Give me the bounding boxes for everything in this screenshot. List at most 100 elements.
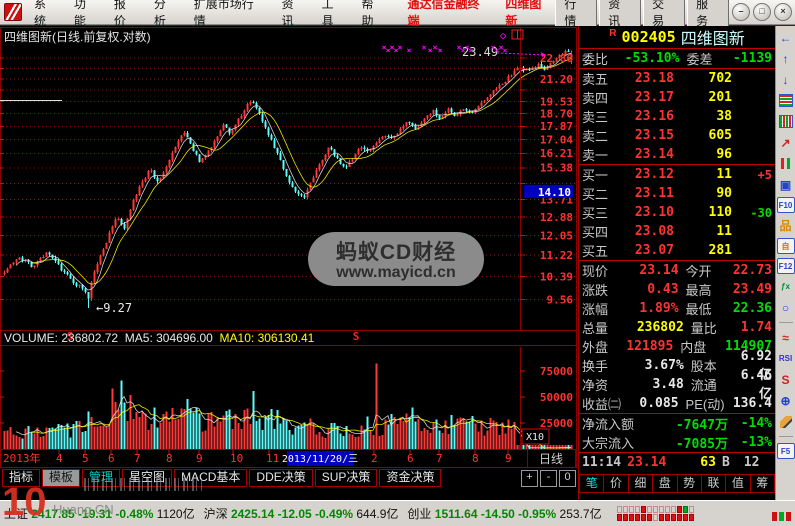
volume-label: VOLUME: (4, 331, 59, 345)
panel-tab-筹[interactable]: 筹 (750, 474, 775, 493)
mode-button-交易[interactable]: 交易 (643, 0, 686, 31)
menu-报价[interactable]: 报价 (113, 0, 126, 28)
pencil-icon[interactable] (777, 413, 794, 430)
move-cross-icon[interactable]: ⊕ (780, 393, 791, 408)
bottom-tab-模板[interactable]: 模板 (42, 469, 81, 487)
svg-text:S: S (353, 330, 360, 343)
info-label: 量比 (690, 321, 717, 336)
zoom-control-+[interactable]: + (521, 469, 538, 487)
level-volume: 702 (708, 71, 732, 86)
f5-icon[interactable]: F5 (776, 443, 795, 459)
info-row: 收益㈡ 0.085 PE(动) 136.4 (579, 394, 775, 413)
menu-帮助[interactable]: 帮助 (361, 0, 374, 28)
svg-text:×: × (469, 46, 474, 55)
bottom-tab-DDE决策[interactable]: DDE决策 (249, 469, 313, 487)
level-label: 买三 (582, 206, 609, 221)
svg-text:×: × (491, 43, 496, 52)
svg-text:4: 4 (56, 452, 63, 465)
report-list-icon[interactable] (777, 92, 794, 109)
mode-button-服务[interactable]: 服务 (687, 0, 730, 31)
divider (579, 260, 775, 261)
quote-row[interactable]: 卖四 23.17 201 (579, 88, 775, 107)
down-arrow-icon[interactable]: ↓ (782, 72, 789, 87)
quote-row[interactable]: 买三 23.10 110 -30 (579, 203, 775, 222)
panel-tab-价[interactable]: 价 (604, 474, 629, 493)
menu-分析[interactable]: 分析 (153, 0, 166, 28)
self-stock-icon[interactable]: 自 (776, 238, 795, 254)
quote-row[interactable]: 卖五 23.18 702 (579, 69, 775, 88)
svg-text:23.49: 23.49 (462, 45, 498, 59)
zoom-control--[interactable]: - (540, 469, 557, 487)
menu-功能[interactable]: 功能 (73, 0, 86, 28)
menu-资讯[interactable]: 资讯 (281, 0, 294, 28)
minimize-button[interactable]: – (732, 3, 750, 21)
svg-text:X10: X10 (526, 432, 544, 443)
info-value: 0.43 (647, 282, 679, 297)
f10-icon[interactable]: F10 (776, 197, 795, 213)
info-label: 涨跌 (582, 283, 609, 298)
quote-table-icon[interactable] (777, 113, 794, 130)
bottom-tab-SUP决策[interactable]: SUP决策 (314, 469, 378, 487)
level-volume: 281 (708, 243, 732, 258)
tick-flag: B (721, 455, 730, 470)
svg-text:18.70: 18.70 (540, 108, 573, 121)
bottom-tab-指标[interactable]: 指标 (2, 469, 41, 487)
menu-扩展市场行情[interactable]: 扩展市场行情 (193, 0, 254, 28)
info-value: 114907 (725, 339, 772, 354)
mode-button-行情[interactable]: 行情 (555, 0, 598, 31)
info-label: 换手 (582, 359, 609, 374)
block-tree-icon[interactable]: 品 (779, 219, 792, 233)
quote-row[interactable]: 卖二 23.15 605 (579, 126, 775, 145)
kline-icon[interactable] (777, 155, 794, 172)
index-沪深[interactable]: 沪深 2425.14 -12.05 -0.49% 644.9亿 (203, 507, 399, 521)
weibi-row: 委比 -53.10% 委差 -1139 (579, 49, 775, 68)
quote-row[interactable]: 卖一 23.14 96 (579, 145, 775, 164)
quote-row[interactable]: 卖三 23.16 38 (579, 107, 775, 126)
circle-icon[interactable]: ○ (781, 300, 790, 315)
index-创业[interactable]: 创业 1511.64 -14.50 -0.95% 253.7亿 (407, 507, 602, 521)
close-button[interactable]: × (774, 3, 792, 21)
quote-row[interactable]: 买五 23.07 281 (579, 241, 775, 260)
index-上证[interactable]: 上证 2417.85 -19.31 -0.48% 1120亿 (4, 507, 195, 521)
menu-工具[interactable]: 工具 (321, 0, 334, 28)
svg-text:×: × (433, 43, 438, 52)
f12-icon[interactable]: F12 (776, 258, 795, 274)
trend-line-icon[interactable]: ↗ (780, 135, 791, 150)
quote-row[interactable]: 买四 23.08 11 (579, 222, 775, 241)
svg-text:17.04: 17.04 (540, 133, 573, 146)
level-label: 卖二 (582, 129, 609, 144)
menu-系统[interactable]: 系统 (33, 0, 46, 28)
info-row: 总量 236802 量比 1.74 (579, 318, 775, 337)
svg-text:17.87: 17.87 (540, 120, 573, 133)
zoom-control-0[interactable]: 0 (559, 469, 576, 487)
info-label: 现价 (582, 264, 609, 279)
panel-tab-值[interactable]: 值 (726, 474, 751, 493)
svg-text:×: × (495, 46, 500, 55)
divider (579, 48, 775, 49)
s-marker-icon[interactable]: S (781, 372, 790, 387)
svg-text:50000: 50000 (540, 391, 573, 404)
back-arrow-icon[interactable]: ← (779, 30, 792, 45)
restore-button[interactable]: □ (753, 3, 771, 21)
rsi-icon[interactable]: RSI (778, 354, 793, 363)
margin-marker: R (609, 28, 617, 39)
up-arrow-icon[interactable]: ↑ (782, 51, 789, 66)
panel-tab-联[interactable]: 联 (701, 474, 727, 493)
svg-text:×: × (398, 43, 403, 52)
panel-tab-笔[interactable]: 笔 (579, 474, 605, 493)
function-icon[interactable]: ƒx (781, 282, 790, 291)
mode-button-资讯[interactable]: 资讯 (599, 0, 642, 31)
quote-row[interactable]: 买二 23.11 90 (579, 184, 775, 203)
panel-tab-细[interactable]: 细 (628, 474, 654, 493)
svg-text:×: × (382, 43, 387, 52)
panel-tab-势[interactable]: 势 (677, 474, 702, 493)
stock-code: 002405 (621, 28, 676, 46)
wave-icon[interactable]: ≈ (782, 330, 789, 345)
multi-window-icon[interactable]: ▣ (779, 177, 792, 192)
quote-row[interactable]: 买一 23.12 11 +5 (579, 165, 775, 184)
info-rows: 现价 23.14 今开 22.73 涨跌 0.43 最高 23.49 涨幅 1.89% 最低 22.3… (579, 261, 775, 413)
bottom-tab-资金决策[interactable]: 资金决策 (379, 469, 442, 487)
panel-tab-盘[interactable]: 盘 (653, 474, 678, 493)
